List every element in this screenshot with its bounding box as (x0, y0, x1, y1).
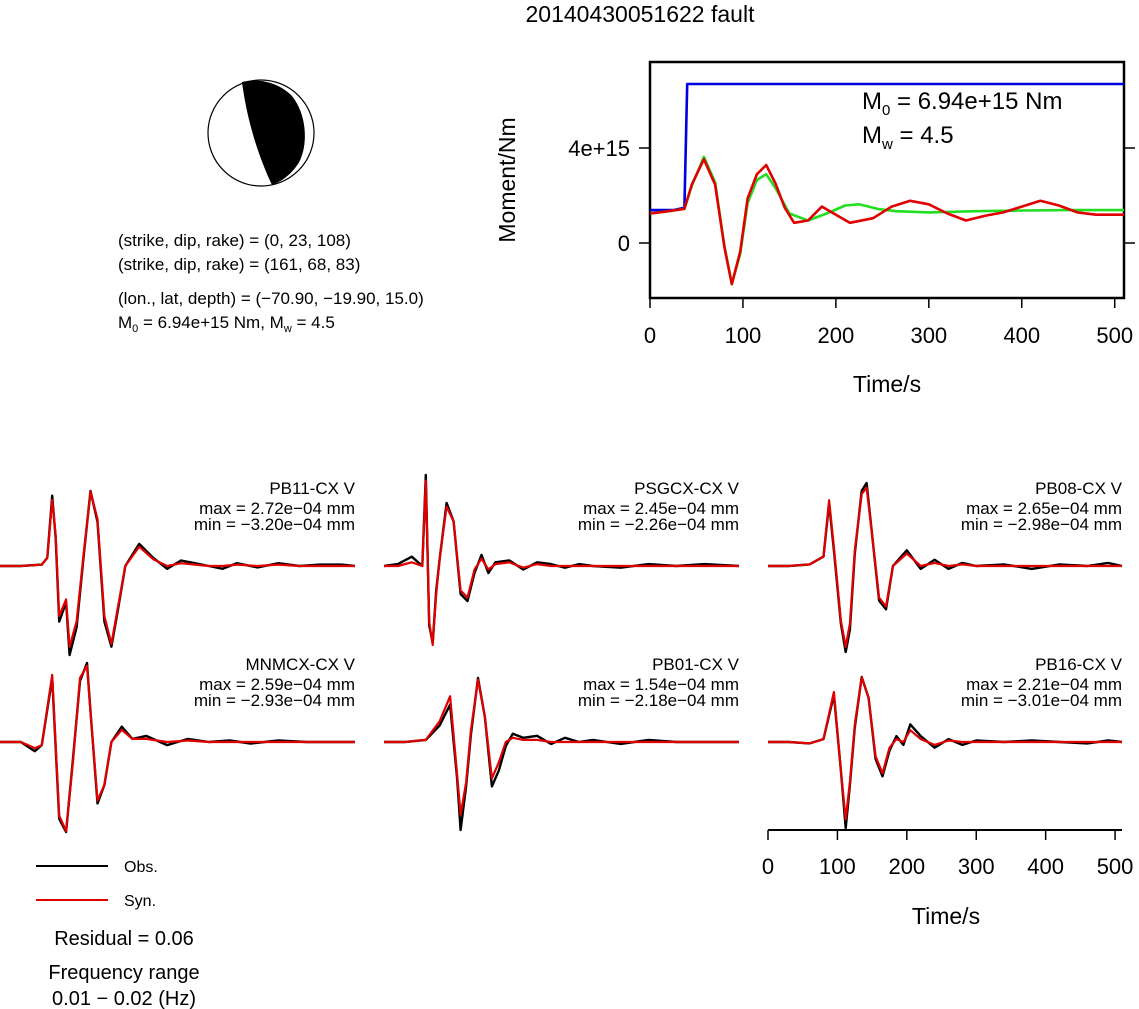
station-name: PSGCX-CX V (634, 479, 740, 498)
waveform-xtick-group: 0 100 200 300 400 500 (762, 830, 1134, 879)
moment-panel-frame (648, 60, 1126, 300)
legend: Obs. Syn. Residual = 0.06 Frequency rang… (36, 859, 200, 1009)
station-min: min = −2.26e−04 mm (578, 515, 739, 534)
waveform-xlabel: Time/s (912, 903, 980, 929)
moment-mw-annotation: Mw = 4.5 (862, 122, 954, 153)
moment-magnitude-line: M0 = 6.94e+15 Nm, Mw = 4.5 (118, 313, 335, 335)
station-max: max = 2.65e−04 mm (966, 499, 1122, 518)
station-max: max = 2.59e−04 mm (199, 675, 355, 694)
station-max: max = 1.54e−04 mm (583, 675, 739, 694)
synthetic-trace (384, 479, 739, 647)
frequency-range-label: Frequency range (48, 962, 199, 984)
station-name: PB16-CX V (1035, 655, 1123, 674)
waveform-xtick-label: 300 (958, 854, 995, 879)
synthetic-trace (0, 490, 355, 648)
nodal-plane-2: (strike, dip, rake) = (161, 68, 83) (118, 255, 360, 274)
moment-m0-annotation: M0 = 6.94e+15 Nm (862, 88, 1062, 119)
station-name: PB08-CX V (1035, 479, 1123, 498)
station-max: max = 2.21e−04 mm (966, 675, 1122, 694)
mw-value: = 4.5 (292, 313, 335, 332)
waveform-xtick-label: 200 (888, 854, 925, 879)
moment-xtick-label: 400 (1003, 323, 1040, 348)
m0-subscript: 0 (132, 323, 138, 335)
legend-syn-label: Syn. (124, 893, 156, 910)
m0-letter: M (862, 88, 882, 115)
station-min: min = −3.01e−04 mm (961, 691, 1122, 710)
moment-panel: 4e+15 0 Moment/Nm 0 100 200 300 400 500 Time/… (494, 60, 1135, 397)
moment-ytick-label: 4e+15 (568, 136, 630, 161)
residual-text: Residual = 0.06 (54, 928, 194, 950)
moment-xtick-group: 0 100 200 300 400 500 (644, 298, 1133, 348)
synthetic-trace (768, 486, 1122, 648)
station-max: max = 2.45e−04 mm (583, 499, 739, 518)
waveform-time-axis: 0 100 200 300 400 500 Time/s (762, 829, 1134, 929)
station-name: PB01-CX V (652, 655, 740, 674)
beachball (207, 79, 315, 187)
moment-series-rate_green (650, 155, 1124, 286)
waveform-xtick-label: 0 (762, 854, 774, 879)
synthetic-trace (0, 664, 355, 833)
station-min: min = −2.98e−04 mm (961, 515, 1122, 534)
m0-letter: M (118, 313, 132, 332)
station-name: MNMCX-CX V (245, 655, 355, 674)
waveform-xtick-label: 100 (819, 854, 856, 879)
mw-value: = 4.5 (893, 122, 954, 149)
moment-ylabel: Moment/Nm (494, 117, 520, 242)
mw-letter: M (862, 122, 882, 149)
waveform-xtick-label: 400 (1027, 854, 1064, 879)
station-min: min = −2.93e−04 mm (194, 691, 355, 710)
legend-obs-label: Obs. (124, 859, 158, 876)
figure-title: 20140430051622 fault (526, 1, 756, 27)
moment-xtick-label: 100 (725, 323, 762, 348)
m0-value: = 6.94e+15 Nm (890, 88, 1062, 115)
moment-ytick-label: 0 (618, 231, 630, 256)
station-max: max = 2.72e−04 mm (199, 499, 355, 518)
synthetic-trace (768, 676, 1122, 821)
mw-subscript: w (881, 136, 893, 153)
moment-xtick-label: 0 (644, 323, 656, 348)
station-min: min = −3.20e−04 mm (194, 515, 355, 534)
moment-series-rate_red (650, 157, 1124, 286)
event-location: (lon., lat, depth) = (−70.90, −19.90, 15… (118, 289, 424, 308)
m0-value: = 6.94e+15 Nm, M (138, 313, 284, 332)
station-name: PB11-CX V (269, 479, 355, 498)
frequency-range-value: 0.01 − 0.02 (Hz) (52, 988, 196, 1009)
moment-xtick-label: 500 (1096, 323, 1133, 348)
nodal-plane-1: (strike, dip, rake) = (0, 23, 108) (118, 231, 351, 250)
station-min: min = −2.18e−04 mm (578, 691, 739, 710)
beachball-compression-quadrant (242, 80, 305, 185)
moment-xlabel: Time/s (853, 371, 921, 397)
synthetic-trace (384, 678, 739, 816)
waveform-xtick-label: 500 (1097, 854, 1134, 879)
m0-subscript: 0 (882, 102, 890, 119)
moment-xtick-label: 300 (910, 323, 947, 348)
solution-info: (strike, dip, rake) = (0, 23, 108) (stri… (118, 231, 424, 335)
mw-subscript: w (283, 323, 292, 335)
moment-series-group (650, 82, 1124, 286)
moment-xtick-label: 200 (818, 323, 855, 348)
